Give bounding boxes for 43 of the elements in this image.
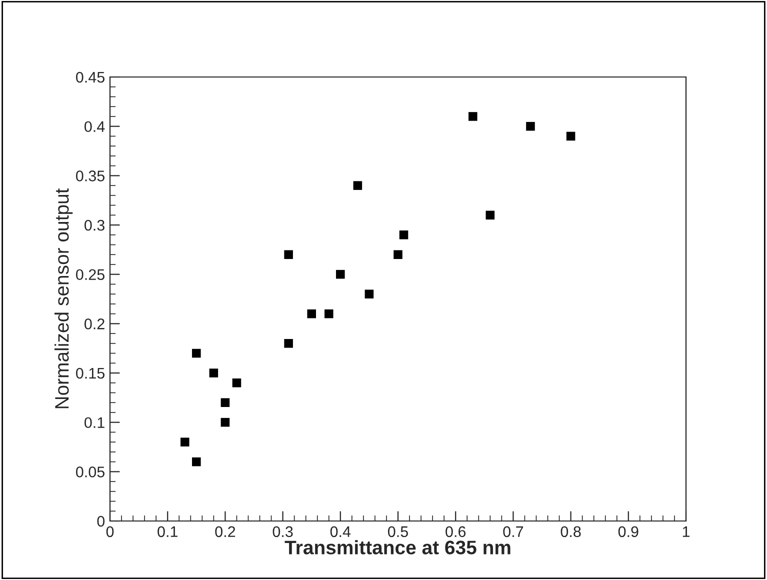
y-tick-label: 0.1 [84, 417, 104, 428]
point [394, 250, 402, 259]
point [486, 210, 495, 220]
x-axis-title: Transmittance at 635 nm [284, 540, 510, 554]
x-tick-label: 0 [106, 526, 114, 538]
point [526, 122, 535, 131]
point [353, 181, 362, 190]
point [209, 368, 218, 378]
point [307, 309, 316, 318]
point [399, 230, 408, 240]
point [232, 378, 242, 388]
x-tick-label: 1 [682, 526, 690, 537]
point [566, 132, 576, 141]
y-tick-label: 0 [97, 516, 105, 527]
point [324, 309, 334, 318]
x-tick-label: 0.4 [330, 526, 351, 538]
x-tick-label: 0.3 [272, 526, 293, 538]
point [364, 290, 374, 298]
x-tick-label: 0.8 [560, 526, 581, 538]
point [336, 270, 345, 279]
point [220, 398, 230, 407]
point [192, 457, 201, 466]
x-tick-label: 0.9 [618, 526, 638, 538]
point [180, 438, 190, 446]
y-tick-label: 0.45 [76, 72, 104, 83]
point [192, 348, 201, 358]
y-axis-title: Normalized sensor output [54, 188, 73, 408]
point [284, 339, 293, 348]
point [284, 250, 293, 259]
point [468, 112, 478, 121]
y-tick-label: 0.4 [84, 121, 105, 132]
point [220, 418, 230, 427]
x-tick-label: 0.2 [215, 526, 236, 538]
x-tick-label: 0.1 [158, 526, 178, 538]
y-tick-label: 0.2 [84, 318, 104, 330]
x-tick-label: 0.5 [388, 526, 408, 538]
y-tick-label: 0.3 [84, 220, 104, 231]
y-tick-label: 0.15 [76, 368, 104, 379]
x-tick-label: 0.7 [503, 526, 524, 538]
y-tick-label: 0.25 [76, 269, 104, 280]
y-tick-label: 0.05 [76, 466, 104, 478]
x-tick-label: 0.6 [446, 526, 466, 538]
y-tick-label: 0.35 [76, 170, 104, 182]
